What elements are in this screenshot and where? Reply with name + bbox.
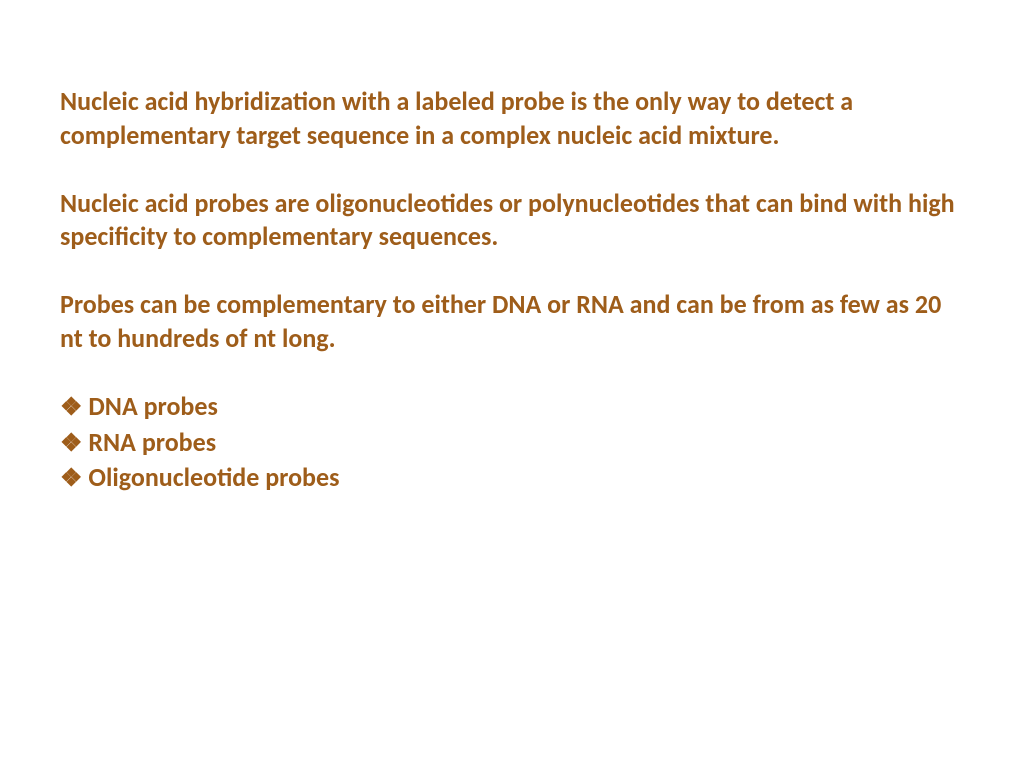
bullet-item-1: ❖ DNA probes [60, 390, 969, 424]
diamond-bullet-icon: ❖ [60, 426, 82, 460]
paragraph-2: Nucleic acid probes are oligonucleotides… [60, 187, 969, 255]
paragraph-1: Nucleic acid hybridization with a labele… [60, 85, 969, 153]
bullet-text-1: DNA probes [88, 390, 969, 424]
paragraph-3: Probes can be complementary to either DN… [60, 288, 969, 356]
bullet-list: ❖ DNA probes ❖ RNA probes ❖ Oligonucleot… [60, 390, 969, 495]
diamond-bullet-icon: ❖ [60, 390, 82, 424]
bullet-text-2: RNA probes [88, 426, 969, 460]
bullet-item-3: ❖ Oligonucleotide probes [60, 461, 969, 495]
bullet-item-2: ❖ RNA probes [60, 426, 969, 460]
slide-content: Nucleic acid hybridization with a labele… [60, 85, 969, 495]
diamond-bullet-icon: ❖ [60, 461, 82, 495]
bullet-text-3: Oligonucleotide probes [88, 461, 969, 495]
